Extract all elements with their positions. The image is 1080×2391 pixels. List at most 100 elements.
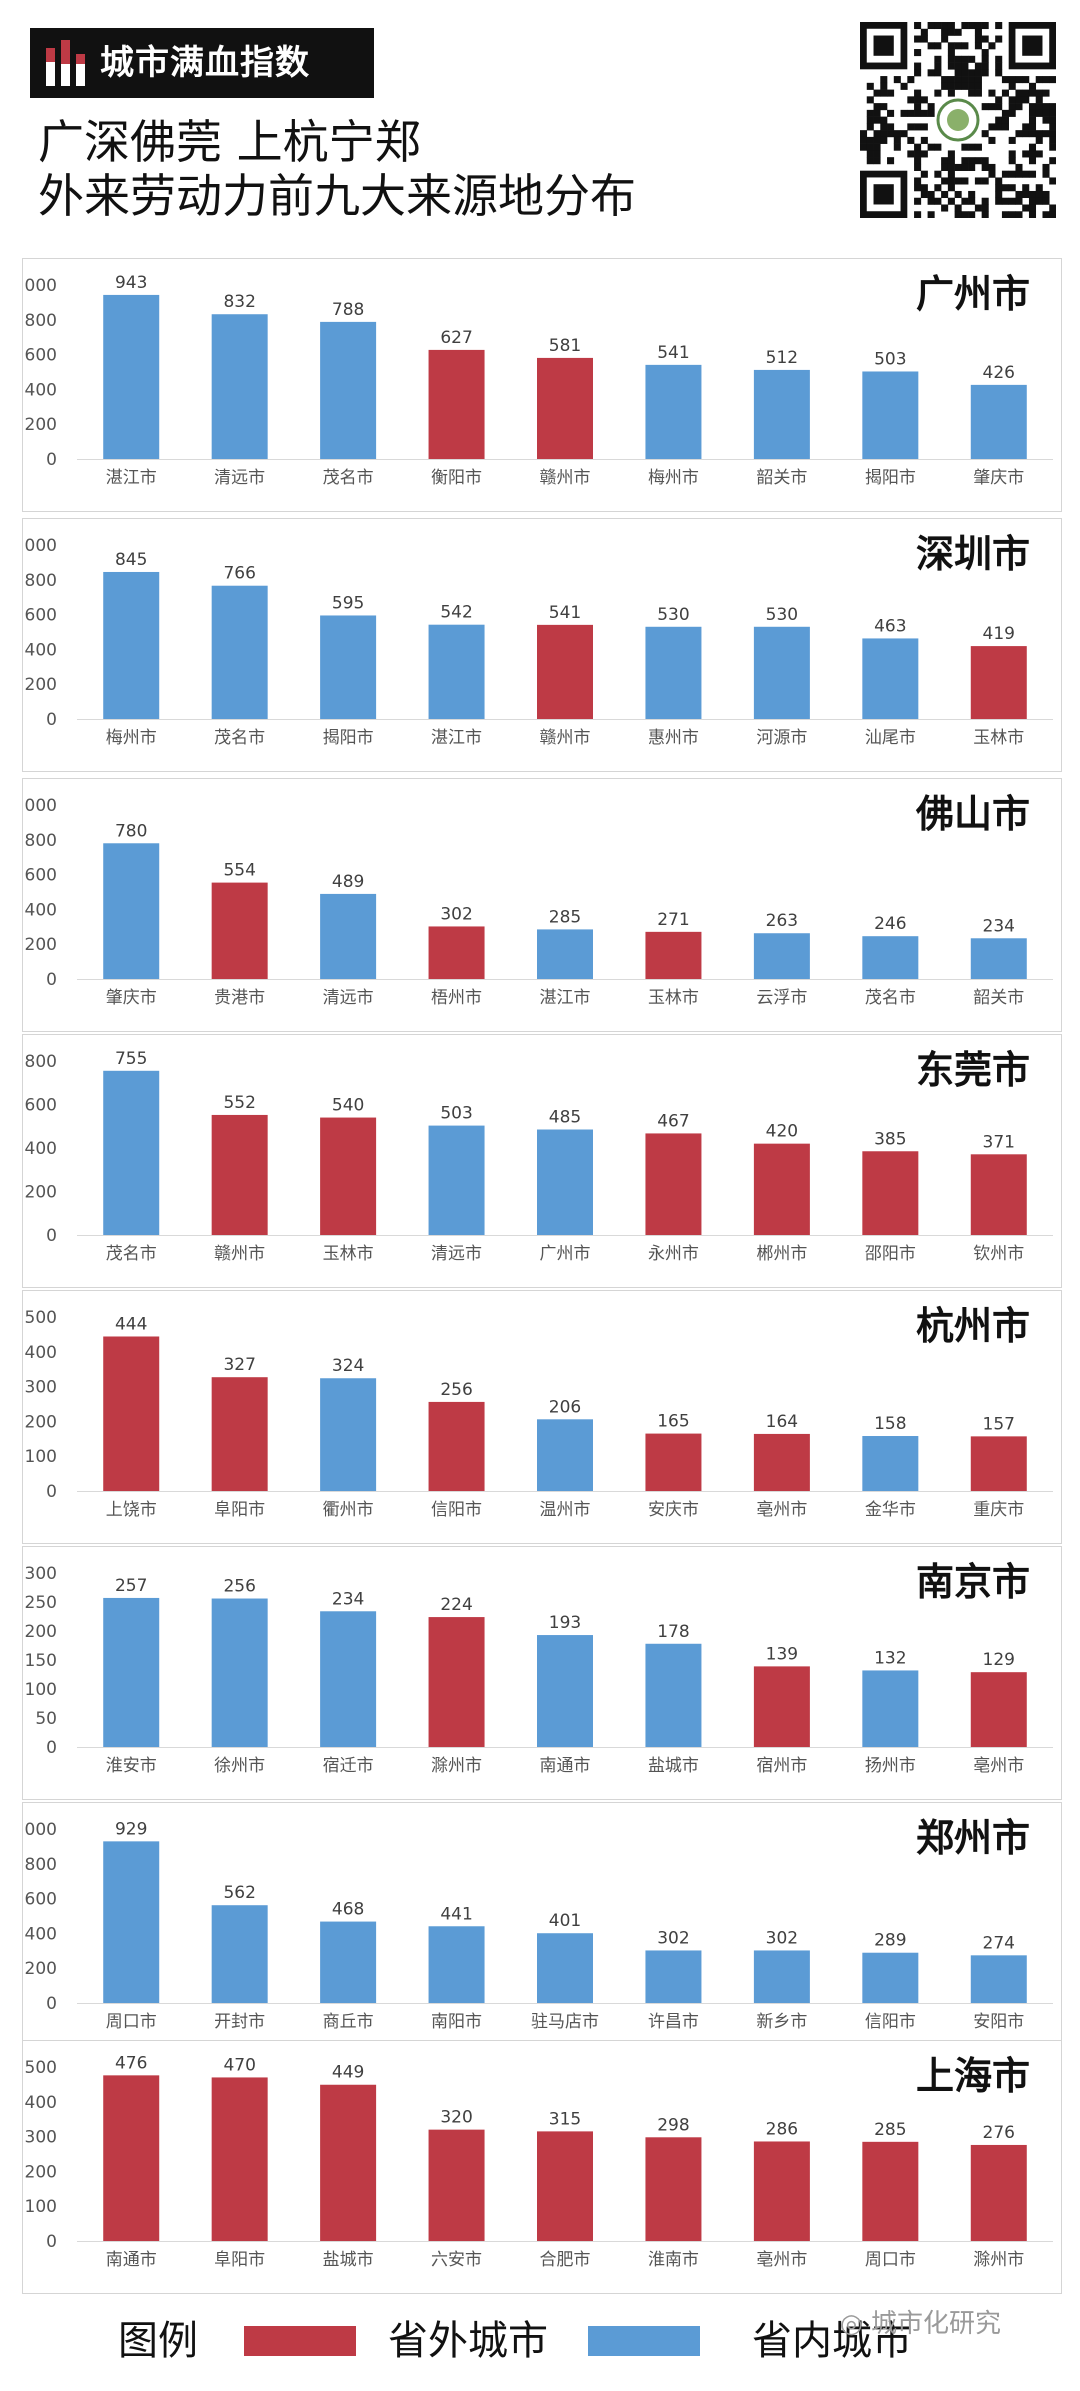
category-label: 阜阳市 (214, 1500, 265, 1520)
y-tick-label: 200 (25, 675, 57, 695)
bar (211, 2077, 268, 2241)
data-label: 444 (115, 1314, 147, 1334)
category-label: 郴州市 (756, 1244, 807, 1264)
bar (970, 2144, 1027, 2241)
y-tick-label: 800 (25, 1855, 57, 1875)
data-label: 540 (332, 1096, 364, 1116)
category-label: 盐城市 (323, 2250, 374, 2270)
category-label: 云浮市 (756, 988, 807, 1008)
category-label: 肇庆市 (973, 468, 1024, 488)
data-label: 285 (874, 2120, 906, 2140)
category-label: 安庆市 (648, 1500, 699, 1520)
bar (211, 1114, 268, 1235)
category-label: 金华市 (865, 1500, 916, 1520)
bar (103, 1597, 160, 1747)
category-label: 驻马店市 (531, 2012, 599, 2032)
bar (862, 1436, 919, 1491)
category-label: 亳州市 (973, 1756, 1024, 1776)
watermark-icon: ◎ (840, 2309, 863, 2339)
bar-chart-guangzhou: 0 200 400 600 800 1000 943 湛江市 832 清远市 788 茂名市 627 衡阳… (23, 272, 1053, 488)
bar (753, 369, 810, 459)
bar (645, 931, 702, 979)
bar (970, 384, 1027, 459)
data-label: 476 (115, 2053, 147, 2073)
category-label: 宿州市 (756, 1756, 807, 1776)
data-label: 257 (115, 1576, 147, 1596)
category-label: 滁州市 (431, 1756, 482, 1776)
y-tick-label: 600 (25, 606, 57, 626)
y-tick-label: 300 (25, 1564, 57, 1584)
data-label: 503 (874, 349, 906, 369)
bar-chart-shanghai: 0 100 200 300 400 500 476 南通市 470 阜阳市 449 盐城市 320 六安市… (25, 2053, 1053, 2270)
data-label: 489 (332, 872, 364, 892)
category-label: 温州市 (540, 1500, 591, 1520)
category-label: 广州市 (540, 1244, 591, 1264)
data-label: 276 (983, 2123, 1015, 2143)
bar (320, 1921, 377, 2003)
y-tick-label: 400 (25, 2093, 57, 2113)
chart-panel-zhengzhou: 0 200 400 600 800 1000 929 周口市 562 开封市 468 商丘市 441 南阳… (22, 1802, 1062, 2056)
category-label: 湛江市 (431, 728, 482, 748)
data-label: 845 (115, 550, 147, 570)
category-label: 许昌市 (648, 2012, 699, 2032)
data-label: 554 (223, 861, 255, 881)
bar-chart-shenzhen: 0 200 400 600 800 1000 845 梅州市 766 茂名市 595 揭阳市 542 湛江… (23, 532, 1053, 748)
bar (645, 364, 702, 459)
y-tick-label: 100 (25, 1680, 57, 1700)
category-label: 南通市 (540, 1756, 591, 1776)
category-label: 梧州市 (431, 988, 482, 1008)
data-label: 193 (549, 1613, 581, 1633)
bar (970, 938, 1027, 979)
data-label: 562 (223, 1883, 255, 1903)
category-label: 清远市 (431, 1244, 482, 1264)
bar (970, 1955, 1027, 2003)
legend-label-inside: 省内城市 (752, 2318, 912, 2364)
category-label: 盐城市 (648, 1756, 699, 1776)
data-label: 463 (874, 616, 906, 636)
bar (753, 1433, 810, 1491)
y-tick-label: 400 (25, 900, 57, 920)
bar-chart-dongguan: 0 200 400 600 800 755 茂名市 552 赣州市 540 玉林市 503 清远市 485… (25, 1048, 1053, 1264)
category-label: 茂名市 (865, 988, 916, 1008)
bar (320, 615, 377, 719)
y-tick-label: 0 (46, 1738, 57, 1758)
headline-line1: 广深佛莞 上杭宁郑 (38, 115, 421, 169)
data-label: 755 (115, 1049, 147, 1069)
bar (211, 1598, 268, 1747)
category-label: 茂名市 (214, 728, 265, 748)
bar (862, 1151, 919, 1235)
data-label: 426 (983, 363, 1015, 383)
data-label: 627 (440, 328, 472, 348)
category-label: 周口市 (865, 2250, 916, 2270)
bar (103, 1070, 160, 1235)
data-label: 158 (874, 1414, 906, 1434)
category-label: 滁州市 (973, 2250, 1024, 2270)
y-tick-label: 600 (25, 1096, 57, 1116)
category-label: 商丘市 (323, 2012, 374, 2032)
category-label: 新乡市 (756, 2012, 807, 2032)
data-label: 766 (223, 564, 255, 584)
data-label: 324 (332, 1356, 364, 1376)
y-tick-label: 500 (25, 2058, 57, 2078)
data-label: 449 (332, 2063, 364, 2083)
bar (970, 1436, 1027, 1491)
chart-panel-shenzhen: 0 200 400 600 800 1000 845 梅州市 766 茂名市 595 揭阳市 542 湛江… (22, 518, 1062, 772)
data-label: 132 (874, 1648, 906, 1668)
bar (645, 626, 702, 719)
data-label: 832 (223, 292, 255, 312)
brand-name: 城市满血指数 (100, 43, 310, 83)
bar (428, 1617, 485, 1747)
chart-title: 深圳市 (916, 532, 1030, 576)
category-label: 清远市 (323, 988, 374, 1008)
y-tick-label: 0 (46, 1994, 57, 2014)
bar (537, 929, 593, 979)
category-label: 邵阳市 (865, 1244, 916, 1264)
data-label: 157 (983, 1414, 1015, 1434)
y-tick-label: 800 (25, 571, 57, 591)
bar (211, 1905, 268, 2003)
bar (862, 2141, 919, 2241)
data-label: 780 (115, 821, 147, 841)
legend: 图例 省外城市 省内城市 (0, 2300, 1080, 2380)
y-tick-label: 200 (25, 1959, 57, 1979)
category-label: 揭阳市 (323, 728, 374, 748)
